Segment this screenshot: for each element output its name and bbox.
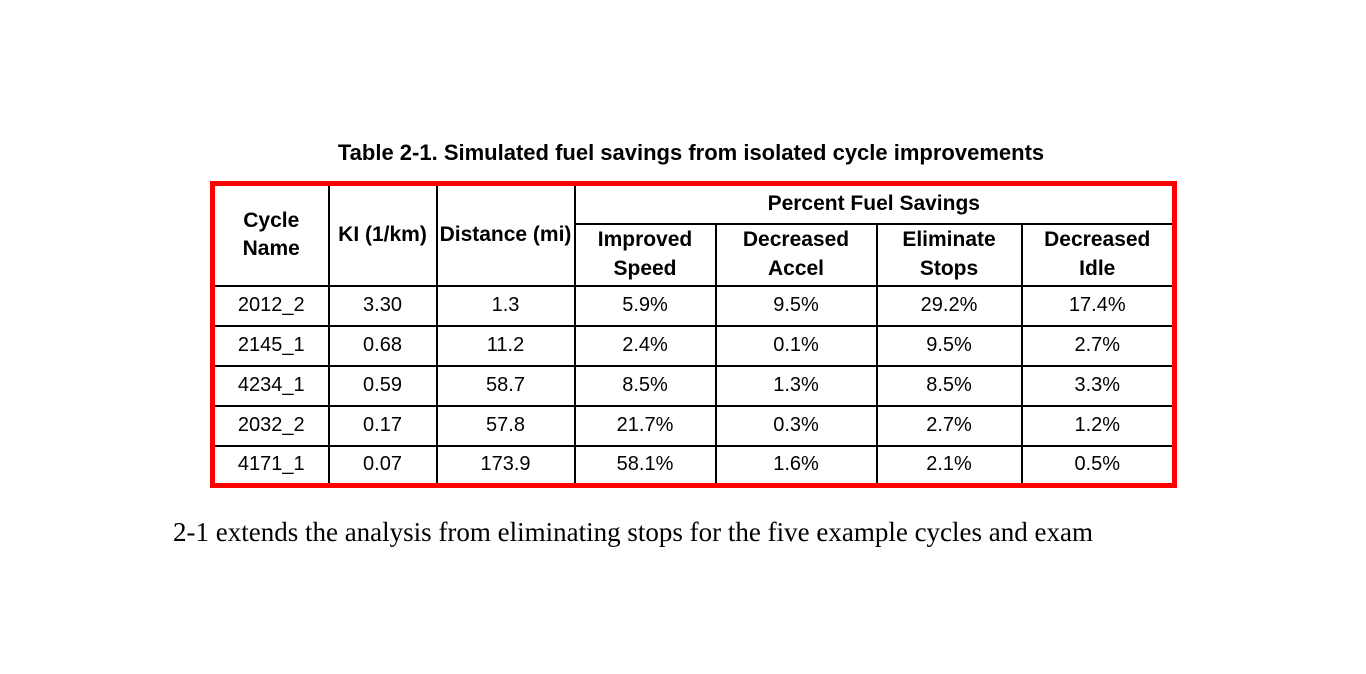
table-row: 4234_1 0.59 58.7 8.5% 1.3% 8.5% 3.3% bbox=[211, 364, 1176, 407]
cell-cycle-name: 4234_1 bbox=[211, 364, 330, 407]
cell-ki: 0.07 bbox=[327, 444, 438, 487]
col-header-decreased-idle: Decreased Idle bbox=[1020, 222, 1176, 287]
cell-decreased-idle: 2.7% bbox=[1020, 324, 1176, 367]
table-row: 2012_2 3.30 1.3 5.9% 9.5% 29.2% 17.4% bbox=[211, 284, 1176, 327]
cell-improved-speed: 58.1% bbox=[573, 444, 717, 487]
cell-eliminate-stops: 8.5% bbox=[875, 364, 1023, 407]
cell-eliminate-stops: 2.1% bbox=[875, 444, 1023, 487]
cell-distance: 58.7 bbox=[435, 364, 576, 407]
header-row-group: Cycle Name KI (1/km) Distance (mi) Perce… bbox=[211, 182, 1176, 287]
body-paragraph: 2-1 extends the analysis from eliminatin… bbox=[173, 517, 1093, 547]
cell-decreased-idle: 0.5% bbox=[1020, 444, 1176, 487]
cell-ki: 0.68 bbox=[327, 324, 438, 367]
fuel-savings-table: Cycle Name KI (1/km) Distance (mi) Perce… bbox=[210, 181, 1178, 488]
table-row: 2145_1 0.68 11.2 2.4% 0.1% 9.5% 2.7% bbox=[211, 324, 1176, 367]
cell-decreased-accel: 0.1% bbox=[714, 324, 878, 367]
cell-cycle-name: 4171_1 bbox=[211, 444, 330, 487]
col-group-header-percent-fuel-savings: Percent Fuel Savings bbox=[573, 182, 1176, 225]
col-header-cycle-name: Cycle Name bbox=[211, 182, 330, 287]
cell-ki: 3.30 bbox=[327, 284, 438, 327]
col-header-improved-speed: Improved Speed bbox=[573, 222, 717, 287]
cell-improved-speed: 2.4% bbox=[573, 324, 717, 367]
cell-decreased-accel: 0.3% bbox=[714, 404, 878, 447]
table-caption: Table 2-1. Simulated fuel savings from i… bbox=[337, 140, 1045, 165]
cell-eliminate-stops: 2.7% bbox=[875, 404, 1023, 447]
col-header-decreased-accel: Decreased Accel bbox=[714, 222, 878, 287]
cell-decreased-idle: 17.4% bbox=[1020, 284, 1176, 327]
cell-eliminate-stops: 9.5% bbox=[875, 324, 1023, 367]
cell-improved-speed: 21.7% bbox=[573, 404, 717, 447]
cell-cycle-name: 2012_2 bbox=[211, 284, 330, 327]
cell-decreased-idle: 1.2% bbox=[1020, 404, 1176, 447]
cell-cycle-name: 2032_2 bbox=[211, 404, 330, 447]
col-header-eliminate-stops: Eliminate Stops bbox=[875, 222, 1023, 287]
cell-decreased-accel: 1.3% bbox=[714, 364, 878, 407]
cell-improved-speed: 5.9% bbox=[573, 284, 717, 327]
cell-improved-speed: 8.5% bbox=[573, 364, 717, 407]
table-row: 4171_1 0.07 173.9 58.1% 1.6% 2.1% 0.5% bbox=[211, 444, 1176, 487]
header-row-sub: Improved Speed Decreased Accel Eliminate… bbox=[213, 222, 1176, 287]
cell-eliminate-stops: 29.2% bbox=[875, 284, 1023, 327]
cell-distance: 57.8 bbox=[435, 404, 576, 447]
cell-decreased-accel: 9.5% bbox=[714, 284, 878, 327]
cell-cycle-name: 2145_1 bbox=[211, 324, 330, 367]
cell-decreased-accel: 1.6% bbox=[714, 444, 878, 487]
col-header-ki: KI (1/km) bbox=[327, 182, 438, 287]
cell-distance: 11.2 bbox=[435, 324, 576, 367]
col-header-distance: Distance (mi) bbox=[435, 182, 576, 287]
cell-decreased-idle: 3.3% bbox=[1020, 364, 1176, 407]
table-row: 2032_2 0.17 57.8 21.7% 0.3% 2.7% 1.2% bbox=[211, 404, 1176, 447]
cell-distance: 173.9 bbox=[435, 444, 576, 487]
cell-ki: 0.17 bbox=[327, 404, 438, 447]
cell-ki: 0.59 bbox=[327, 364, 438, 407]
cell-distance: 1.3 bbox=[435, 284, 576, 327]
